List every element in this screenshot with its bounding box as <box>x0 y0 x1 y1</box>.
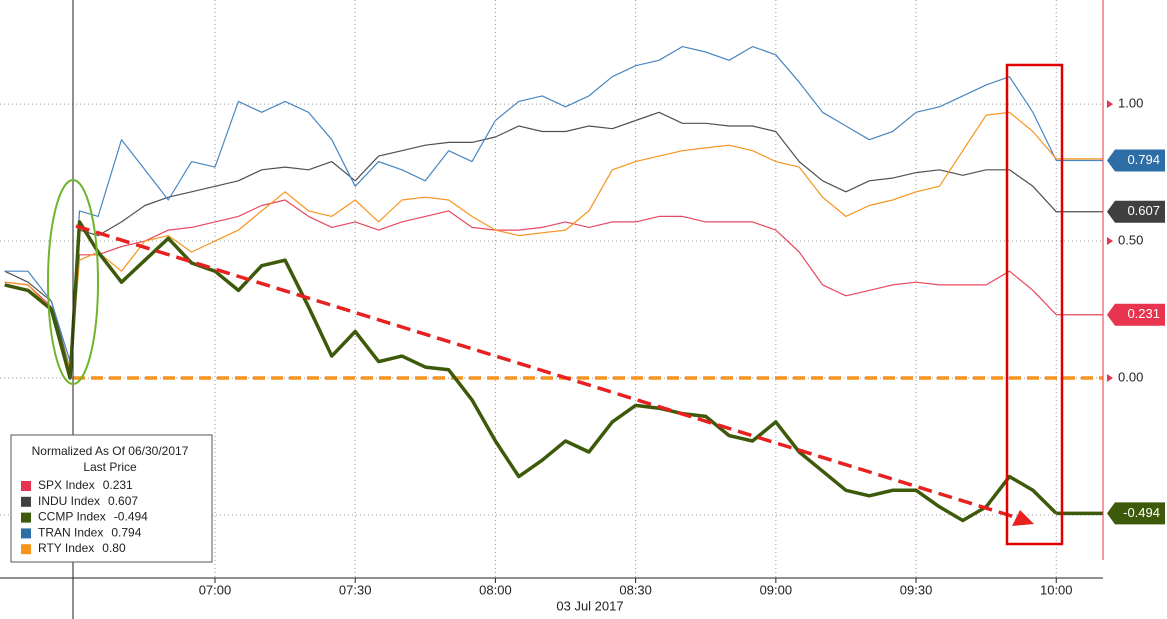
legend-title: Normalized As Of 06/30/2017 <box>32 444 189 458</box>
legend-swatch <box>21 512 31 523</box>
last-value-tag <box>1107 149 1165 172</box>
y-tick <box>1107 100 1113 109</box>
x-axis-label: 03 Jul 2017 <box>556 598 623 613</box>
trend-arrow <box>75 224 1019 520</box>
tags: 0.231 0.607 0.794 -0.494 <box>1107 149 1165 525</box>
y-tick <box>1107 237 1113 246</box>
legend-swatch <box>21 528 31 539</box>
y-tick <box>1107 374 1113 383</box>
legend-name: TRAN Index <box>38 526 103 540</box>
x-tick-label: 07:30 <box>339 582 372 597</box>
last-value-tag <box>1107 303 1165 326</box>
y-tick-label: 0.50 <box>1118 232 1143 247</box>
highlight-ellipse <box>47 179 99 385</box>
legend-name: SPX Index <box>38 478 95 492</box>
series-line <box>4 46 1057 363</box>
series-line <box>4 111 1057 371</box>
axes: 03 Jul 2017 07:00 07:30 08:00 08:30 09:00 09:… <box>199 96 1144 614</box>
legend: Normalized As Of 06/30/2017 Last Price S… <box>10 434 213 563</box>
legend-value: 0.794 <box>111 526 141 540</box>
arrow-head <box>1012 510 1034 526</box>
x-tick-label: 10:00 <box>1040 582 1073 597</box>
legend-entry: TRAN Index 0.794 <box>38 526 142 540</box>
x-tick-label: 09:00 <box>760 582 793 597</box>
x-tick-label: 08:00 <box>479 582 512 597</box>
last-value-label: 0.794 <box>1127 152 1160 167</box>
legend-entry: INDU Index 0.607 <box>38 494 138 508</box>
last-value-label: 0.231 <box>1127 306 1160 321</box>
series-line <box>4 220 1058 523</box>
legend-value: 0.231 <box>103 478 133 492</box>
legend-subtitle: Last Price <box>83 460 137 474</box>
legend-value: 0.80 <box>102 541 126 555</box>
legend-entry: SPX Index 0.231 <box>38 478 133 492</box>
y-tick-label: 1.00 <box>1118 96 1143 111</box>
last-value-tag <box>1107 502 1165 525</box>
series-line <box>4 199 1057 371</box>
legend-value: -0.494 <box>114 510 148 524</box>
legend-swatch <box>21 496 31 507</box>
last-value-tag <box>1107 200 1165 223</box>
legend-entry: RTY Index 0.80 <box>38 541 126 555</box>
x-tick-label: 08:30 <box>619 582 652 597</box>
grid <box>0 0 1103 578</box>
series-line <box>4 111 1057 371</box>
lines <box>4 46 1103 523</box>
legend-entry: CCMP Index -0.494 <box>38 510 148 524</box>
legend-name: INDU Index <box>38 494 100 508</box>
last-value-label: 0.607 <box>1127 203 1160 218</box>
x-tick-label: 09:30 <box>900 582 933 597</box>
legend-name: RTY Index <box>38 541 94 555</box>
legend-swatch <box>21 481 31 491</box>
legend-box <box>10 434 213 563</box>
x-tick-label: 07:00 <box>199 582 232 597</box>
y-tick-label: 0.00 <box>1118 369 1143 384</box>
legend-swatch <box>21 544 31 555</box>
legend-value: 0.607 <box>108 494 138 508</box>
last-value-label: -0.494 <box>1123 505 1160 520</box>
highlight-box <box>1005 63 1064 546</box>
legend-name: CCMP Index <box>38 510 106 524</box>
